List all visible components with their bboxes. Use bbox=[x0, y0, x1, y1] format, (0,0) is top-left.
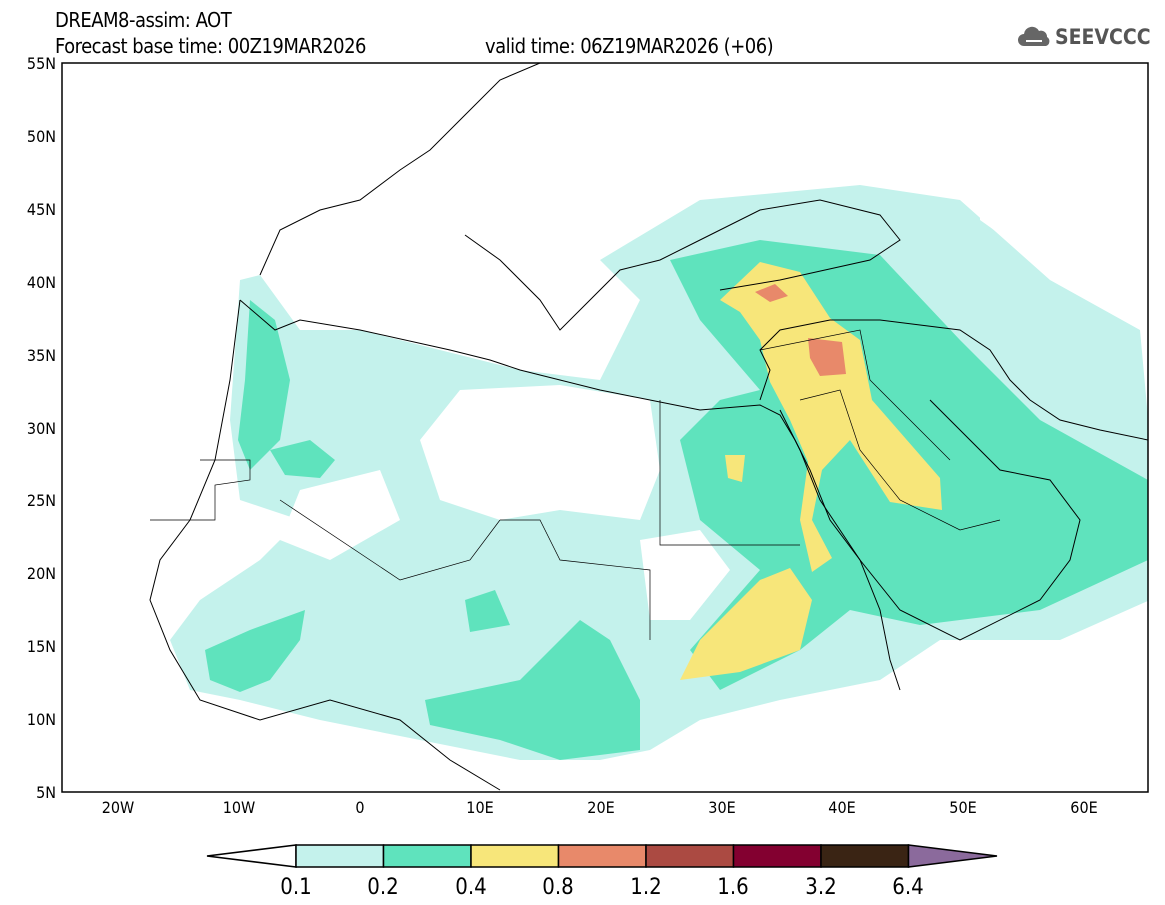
aot-0.2-0.4-region bbox=[205, 610, 305, 692]
lat-label: 55N bbox=[26, 54, 56, 73]
lat-label: 50N bbox=[26, 127, 56, 146]
lat-label: 45N bbox=[26, 200, 56, 219]
map-frame bbox=[61, 62, 1149, 793]
colorbar-swatch bbox=[470, 844, 560, 868]
valid-time: valid time: 06Z19MAR2026 (+06) bbox=[485, 34, 774, 58]
colorbar-swatch bbox=[732, 844, 822, 868]
aot-0.2-0.4-region bbox=[425, 620, 640, 760]
seevccc-logo: SEEVCCC bbox=[1018, 25, 1151, 49]
lon-label: 10E bbox=[466, 798, 494, 817]
lon-label: 50E bbox=[949, 798, 977, 817]
aot-clear-area bbox=[280, 470, 400, 560]
lat-label: 15N bbox=[26, 637, 56, 656]
colorbar-over-triangle bbox=[907, 844, 998, 868]
colorbar-label: 0.8 bbox=[542, 875, 574, 900]
aot-0.4-0.8-region bbox=[720, 262, 942, 572]
colorbar-swatch bbox=[382, 844, 472, 868]
colorbar-swatch bbox=[820, 844, 910, 868]
lat-label: 30N bbox=[26, 419, 56, 438]
lon-label: 60E bbox=[1070, 798, 1098, 817]
cloud-icon bbox=[1018, 26, 1050, 46]
lat-label: 25N bbox=[26, 491, 56, 510]
lon-label: 10W bbox=[222, 798, 256, 817]
lat-label: 35N bbox=[26, 346, 56, 365]
colorbar-label: 0.4 bbox=[455, 875, 487, 900]
aot-0.2-0.4-region bbox=[270, 440, 335, 478]
base-time: Forecast base time: 00Z19MAR2026 bbox=[55, 34, 367, 58]
aot-0.2-0.4-region bbox=[238, 300, 290, 470]
colorbar-label: 0.1 bbox=[280, 875, 312, 900]
colorbar-swatch bbox=[295, 844, 385, 868]
lat-label: 40N bbox=[26, 273, 56, 292]
aot-0.2-0.4-region bbox=[465, 590, 510, 632]
colorbar bbox=[206, 844, 998, 868]
lon-label: 20W bbox=[101, 798, 135, 817]
aot-clear-area bbox=[640, 530, 730, 620]
aot-0.8-1.2-region bbox=[755, 284, 788, 302]
colorbar-label: 0.2 bbox=[367, 875, 399, 900]
aot-clear-sahara bbox=[420, 385, 660, 520]
logo-text: SEEVCCC bbox=[1055, 25, 1151, 49]
lat-label: 20N bbox=[26, 564, 56, 583]
colorbar-under-triangle bbox=[206, 844, 297, 868]
lon-label: 0 bbox=[355, 798, 365, 817]
aot-0.4-0.8-region bbox=[680, 568, 812, 680]
colorbar-swatch bbox=[557, 844, 647, 868]
aot-0.4-0.8-region bbox=[725, 455, 745, 482]
country-borders bbox=[150, 329, 1001, 640]
aot-clear-area bbox=[980, 150, 1148, 330]
colorbar-label: 1.2 bbox=[630, 875, 662, 900]
colorbar-label: 3.2 bbox=[805, 875, 837, 900]
lat-label: 10N bbox=[26, 710, 56, 729]
lat-label: 5N bbox=[36, 783, 56, 802]
colorbar-swatch bbox=[645, 844, 735, 868]
chart-title: DREAM8-assim: AOT bbox=[55, 8, 232, 32]
lon-label: 30E bbox=[708, 798, 736, 817]
colorbar-label: 6.4 bbox=[892, 875, 924, 900]
aot-0.8-1.2-region bbox=[808, 338, 846, 376]
lon-label: 20E bbox=[587, 798, 615, 817]
colorbar-label: 1.6 bbox=[717, 875, 749, 900]
lon-label: 40E bbox=[828, 798, 856, 817]
